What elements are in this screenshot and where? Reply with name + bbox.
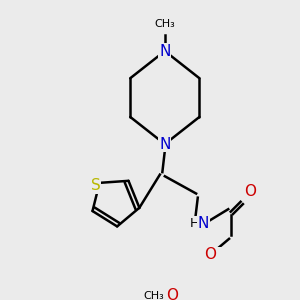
Text: CH₃: CH₃ [143, 291, 164, 300]
Text: S: S [91, 178, 100, 193]
Text: N: N [159, 136, 170, 152]
Text: O: O [166, 288, 178, 300]
Text: N: N [159, 44, 170, 59]
Text: H: H [190, 217, 199, 230]
Text: O: O [204, 247, 216, 262]
Text: CH₃: CH₃ [154, 19, 175, 29]
Text: O: O [244, 184, 256, 199]
Text: N: N [198, 216, 209, 231]
